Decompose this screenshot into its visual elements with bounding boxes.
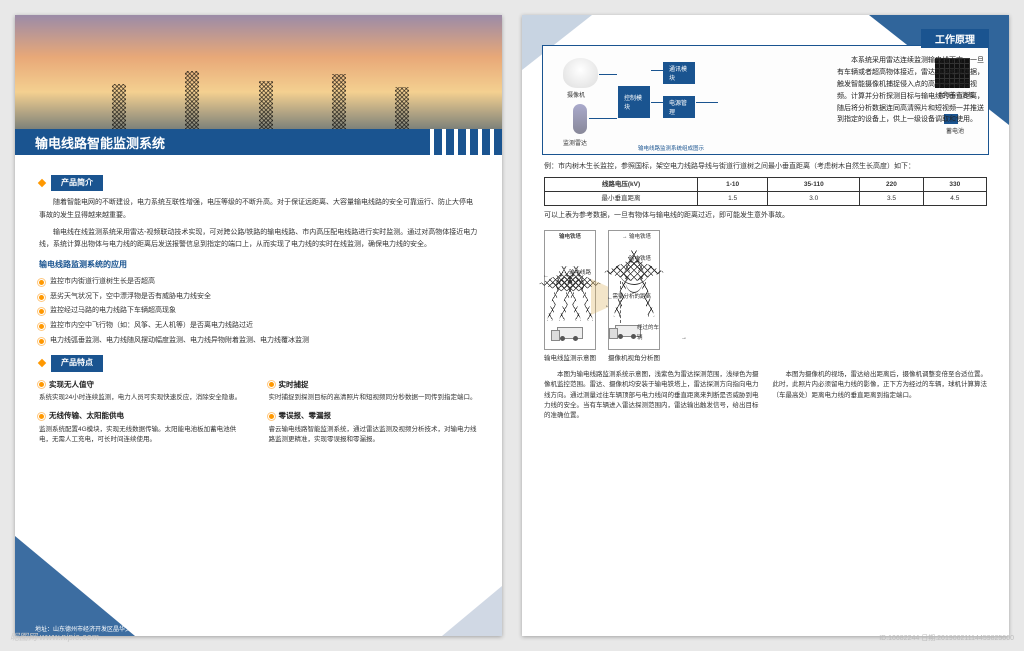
page2-title: 工作原理	[921, 29, 989, 48]
illustration-left: 输电铁塔 输电铁塔 ← 输电线路 ← 侦测雷达 输电线监测示意图	[544, 230, 596, 364]
page-left: 输电线路智能监测系统 产品简介 随着智能电网的不断建设，电力系统互联性增强，电压…	[15, 15, 502, 636]
camera-icon	[563, 58, 598, 88]
table-note: 可以上表为参考数据，一旦有物体与输电线的距离过近，即可能发生意外事故。	[544, 210, 987, 222]
watermark-right: ID:10682244 日期:20190621114459825000	[879, 633, 1014, 643]
app-heading: 输电线路监测系统的应用	[39, 258, 478, 272]
triangle-decor-bl	[15, 536, 135, 636]
page-right: 工作原理 本系统采用雷达连续监测输电线下方，一旦有车辆或者超高物体接近，雷达输出…	[522, 15, 1009, 636]
hero-image: 输电线路智能监测系统	[15, 15, 502, 155]
bullet-list: 监控市内街道行道树生长是否超高 恶劣天气状况下，空中漂浮物是否有威胁电力线安全 …	[39, 276, 478, 347]
truck-icon	[557, 327, 583, 339]
features-grid: 实现无人值守系统实现24小时连续监测，电力人员可实现快速反应，消除安全隐患。 实…	[39, 378, 478, 452]
description-columns: 本图为输电线路监测系统示意图，浅紫色为雷达探测范围，浅绿色为摄像机监控范围。雷达…	[544, 370, 987, 422]
distance-table: 线路电压(kV)1-1035-110220330 最小垂直距离1.53.03.5…	[544, 177, 987, 206]
main-title: 输电线路智能监测系统	[15, 129, 502, 155]
working-principle-text: 本系统采用雷达连续监测输电线下方，一旦有车辆或者超高物体接近，雷达输出距离数据，…	[837, 55, 987, 126]
intro-p1: 随着智能电网的不断建设，电力系统互联性增强，电压等级的不断升高。对于保证远距离、…	[39, 197, 478, 222]
example-text: 例：市内树木生长监控，参照国标，架空电力线路导线与街道行道树之间最小垂直距离（考…	[544, 161, 987, 173]
section-header-features: 产品特点	[39, 355, 478, 371]
triangle-decor-br	[442, 586, 502, 636]
watermark-left: 昵图网 www.nipic.com	[10, 630, 99, 643]
illustration-right: → 输电铁塔 输电铁塔 需要分析的距离 ← 经过的车辆 → 摄像机视角分析图	[608, 230, 660, 364]
intro-p2: 输电线在线监测系统采用雷达-视频联动技术实现，可对跨公路/铁路的输电线路、市内高…	[39, 227, 478, 252]
radar-icon	[573, 104, 587, 134]
section-header-intro: 产品简介	[39, 175, 478, 191]
